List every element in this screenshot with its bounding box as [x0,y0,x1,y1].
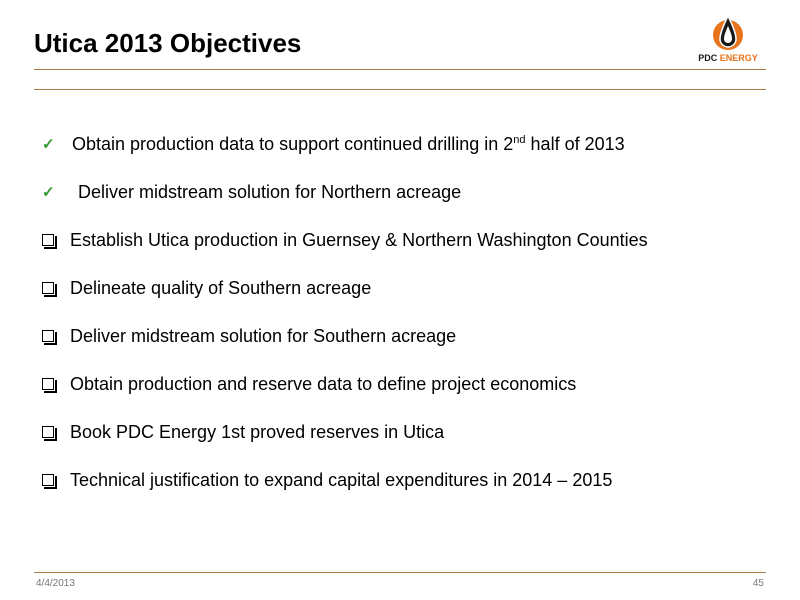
objective-text: Obtain production and reserve data to de… [70,373,577,394]
checkbox-icon [42,426,57,441]
list-item: Obtain production and reserve data to de… [40,360,648,408]
checkmark-icon: ✓ [42,136,55,153]
page-title: Utica 2013 Objectives [34,28,302,58]
logo-text-pdc: PDC [698,53,718,63]
checkbox-icon [42,474,57,489]
checkmark-icon: ✓ [42,184,55,201]
objective-text: Obtain production data to support contin… [72,133,625,154]
list-item: Deliver midstream solution for Southern … [40,312,648,360]
list-item: Delineate quality of Southern acreage [40,264,648,312]
objective-text: Book PDC Energy 1st proved reserves in U… [70,421,445,442]
company-logo: PDC ENERGY [690,14,766,66]
title-divider-top [34,69,766,70]
footer-date: 4/4/2013 [36,578,75,589]
list-item: Establish Utica production in Guernsey &… [40,216,648,264]
checkbox-icon [42,234,57,249]
logo-text-energy: ENERGY [719,53,758,63]
list-item: ✓ Deliver midstream solution for Norther… [40,168,648,216]
checkbox-icon [42,282,57,297]
footer-divider [34,572,766,573]
objective-text: Technical justification to expand capita… [70,469,613,490]
objective-text: Deliver midstream solution for Northern … [78,181,462,202]
list-item: ✓ Obtain production data to support cont… [40,120,648,168]
oil-drop-flame-icon [713,14,743,50]
objective-text: Deliver midstream solution for Southern … [70,325,457,346]
title-divider-bottom [34,89,766,90]
objective-text: Establish Utica production in Guernsey &… [70,229,648,250]
list-item: Book PDC Energy 1st proved reserves in U… [40,408,648,456]
logo-text: PDC ENERGY [690,53,766,63]
checkbox-icon [42,330,57,345]
objective-text: Delineate quality of Southern acreage [70,277,372,298]
objectives-list: ✓ Obtain production data to support cont… [40,120,648,504]
page-number: 45 [752,578,764,589]
checkbox-icon [42,378,57,393]
list-item: Technical justification to expand capita… [40,456,648,504]
